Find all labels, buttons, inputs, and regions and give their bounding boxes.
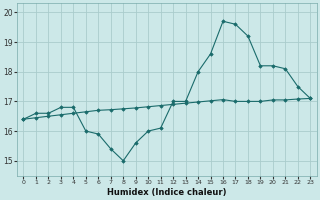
X-axis label: Humidex (Indice chaleur): Humidex (Indice chaleur) <box>107 188 227 197</box>
